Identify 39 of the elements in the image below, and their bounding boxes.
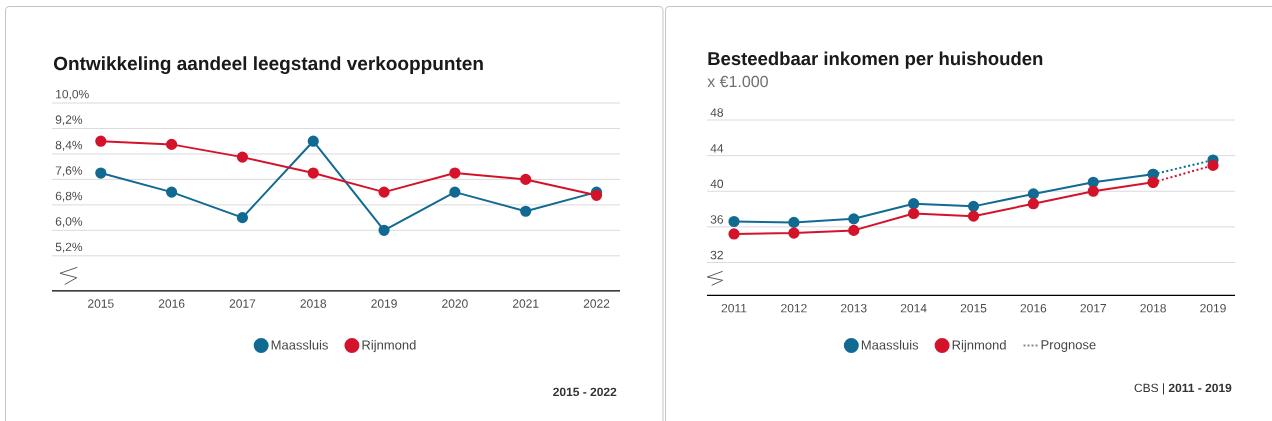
x-tick-label: 2014 — [900, 303, 927, 313]
y-tick-label: 36 — [710, 215, 724, 224]
x-tick-label: 2019 — [1200, 303, 1226, 313]
y-tick-label: 6,8% — [55, 191, 83, 202]
x-tick-label: 2016 — [158, 299, 185, 308]
y-tick-label: 10,0% — [56, 89, 89, 100]
x-tick-label: 2020 — [442, 299, 468, 308]
x-tick-label: 2016 — [1020, 303, 1047, 313]
chart-title: Ontwikkeling aandeel leegstand verkooppunten — [53, 56, 483, 75]
x-tick-label: 2017 — [229, 299, 256, 308]
legend-label: Maassluis — [861, 340, 919, 350]
text: Prognose — [1041, 340, 1096, 352]
chart-title: Besteedbaar inkomen per huishouden — [708, 51, 1043, 69]
x-tick-label: 2015 — [88, 299, 114, 308]
y-tick-label: 5,2% — [55, 242, 83, 253]
legend-label: Rijnmond — [952, 340, 1006, 353]
text: 2015 - 2022 — [553, 387, 617, 397]
y-tick-label: 44 — [710, 144, 724, 153]
y-tick-label: 32 — [710, 250, 723, 260]
x-tick-label: 2013 — [841, 303, 867, 313]
chart-subtitle: x €1.000 — [707, 75, 768, 88]
x-tick-label: 2018 — [300, 299, 327, 308]
legend-label: Maassluis — [271, 340, 328, 350]
x-tick-label: 2011 — [721, 303, 747, 313]
y-tick-label: 9,2% — [55, 115, 83, 126]
y-tick-label: 7,6% — [55, 166, 83, 177]
x-tick-label: 2015 — [960, 303, 987, 313]
x-tick-label: 2021 — [512, 299, 539, 308]
y-tick-label: 40 — [710, 179, 724, 189]
y-tick-label: 6,0% — [55, 217, 83, 228]
y-tick-label: 8,4% — [55, 140, 83, 151]
x-tick-label: 2012 — [781, 303, 807, 313]
legend-label: Rijnmond — [362, 340, 416, 353]
y-tick-label: 48 — [710, 108, 724, 117]
x-tick-label: 2022 — [583, 299, 610, 308]
x-tick-label: 2018 — [1140, 303, 1166, 313]
text: CBS | 2011 - 2019 — [1134, 383, 1232, 395]
x-tick-label: 2017 — [1080, 303, 1106, 313]
x-tick-label: 2019 — [371, 299, 397, 308]
